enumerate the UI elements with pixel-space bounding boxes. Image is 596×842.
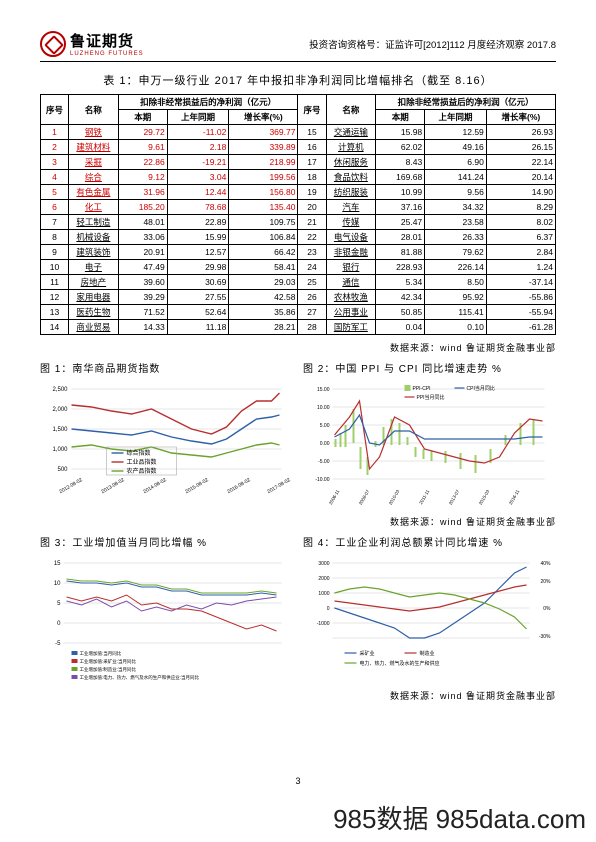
svg-text:-5.00: -5.00 [318, 459, 330, 465]
svg-text:0: 0 [327, 606, 330, 612]
table-row: 2建筑材料9.612.18339.8916计算机62.0249.1626.15 [41, 140, 556, 155]
col-growth2: 增长率(%) [486, 110, 555, 125]
svg-text:40%: 40% [540, 561, 551, 567]
col-prev: 上年同期 [167, 110, 229, 125]
main-table: 序号 名称 扣除非经常损益后的净利润（亿元） 序号 名称 扣除非经常损益后的净利… [40, 94, 556, 335]
svg-text:5.00: 5.00 [320, 423, 330, 429]
svg-text:10.00: 10.00 [317, 405, 330, 411]
svg-text:农产品指数: 农产品指数 [127, 467, 157, 475]
charts12-source: 数据来源：wind 鲁证期货金融事业部 [40, 515, 556, 528]
svg-text:PPI-CPI: PPI-CPI [413, 386, 431, 392]
table-row: 3采掘22.86-19.21218.9917休闲服务8.436.9022.14 [41, 155, 556, 170]
svg-text:1,000: 1,000 [52, 447, 68, 453]
col-prev2: 上年同期 [425, 110, 487, 125]
svg-text:1,500: 1,500 [52, 427, 68, 433]
table-row: 10电子47.4929.9858.4124银行228.93226.141.24 [41, 260, 556, 275]
svg-text:2000: 2000 [318, 576, 329, 582]
page-header: 鲁证期货 LUZHENG FUTURES 投资咨询资格号：证监许可[2012]1… [40, 30, 556, 62]
svg-text:工业增加值:制造业:当月同比: 工业增加值:制造业:当月同比 [80, 666, 137, 673]
svg-text:2017-08-02: 2017-08-02 [266, 477, 291, 495]
chart3: 15 10 5 0 -5 工业增加值:当月同比 工业增加值:采矿业:当月同比 工… [40, 553, 293, 683]
svg-text:500: 500 [57, 467, 68, 473]
svg-text:0%: 0% [543, 606, 551, 612]
chart1-title: 图 1：南华商品期货指数 [40, 360, 293, 375]
table-title: 表 1：申万一级行业 2017 年中报扣非净利润同比增幅排名（截至 8.16） [40, 72, 556, 88]
table-row: 4综合9.123.04199.5618食品饮料169.68141.2420.14 [41, 170, 556, 185]
col-seq2: 序号 [298, 95, 326, 125]
svg-text:2015-08-02: 2015-08-02 [184, 477, 209, 495]
svg-text:0.00: 0.00 [320, 441, 330, 447]
logo-icon [40, 31, 66, 57]
table-row: 8机械设备33.0615.99106.8422电气设备28.0126.336.3… [41, 230, 556, 245]
svg-text:2,500: 2,500 [52, 387, 68, 393]
svg-text:15.00: 15.00 [317, 387, 330, 393]
chart2: 15.00 10.00 5.00 0.00 -5.00 -10.00 [303, 379, 556, 509]
table-source: 数据来源：wind 鲁证期货金融事业部 [40, 341, 556, 354]
svg-text:2014-08-02: 2014-08-02 [142, 477, 167, 495]
table-row: 14商业贸易14.3311.1828.2128国防军工0.040.10-61.2… [41, 320, 556, 335]
svg-text:-1000: -1000 [317, 621, 330, 627]
svg-text:采矿业: 采矿业 [360, 650, 375, 657]
svg-text:工业增加值:当月同比: 工业增加值:当月同比 [80, 650, 122, 657]
col-growth: 增长率(%) [229, 110, 298, 125]
table-row: 6化工185.2078.68135.4020汽车37.1634.328.29 [41, 200, 556, 215]
svg-text:工业增加值:采矿业:当月同比: 工业增加值:采矿业:当月同比 [80, 658, 137, 665]
svg-text:2013-07: 2013-07 [448, 489, 461, 506]
svg-text:2016-08-02: 2016-08-02 [226, 477, 251, 495]
col-cur2: 本期 [376, 110, 425, 125]
svg-text:20%: 20% [540, 579, 551, 585]
table-row: 13医药生物71.5252.6435.8627公用事业50.85115.41-5… [41, 305, 556, 320]
svg-text:2016-11: 2016-11 [508, 489, 521, 506]
table-row: 1钢铁29.72-11.02369.7715交通运输15.9812.5926.9… [41, 125, 556, 140]
svg-text:3000: 3000 [318, 561, 329, 567]
svg-text:电力、热力、燃气及水的生产和供应: 电力、热力、燃气及水的生产和供应 [360, 660, 440, 667]
brand-cn: 鲁证期货 [70, 30, 144, 51]
page-number: 3 [295, 776, 300, 786]
col-seq: 序号 [41, 95, 69, 125]
svg-text:2011-11: 2011-11 [418, 489, 431, 506]
chart3-title: 图 3：工业增加值当月同比增幅 % [40, 534, 293, 549]
svg-text:0: 0 [57, 621, 61, 627]
svg-text:2,000: 2,000 [52, 407, 68, 413]
svg-text:综合指数: 综合指数 [127, 449, 151, 457]
svg-text:CPI当月同比: CPI当月同比 [467, 385, 495, 392]
chart4: 3000 2000 1000 0 -1000 40% 20% 0% -30% 采… [303, 553, 556, 683]
svg-text:2015-03: 2015-03 [478, 489, 491, 506]
col-name: 名称 [69, 95, 119, 125]
svg-text:1000: 1000 [318, 591, 329, 597]
svg-text:-10.00: -10.00 [315, 477, 329, 483]
chart4-title: 图 4：工业企业利润总额累计同比增速 % [303, 534, 556, 549]
svg-text:2008-07: 2008-07 [358, 489, 371, 506]
svg-text:2006-11: 2006-11 [328, 489, 341, 506]
brand-en: LUZHENG FUTURES [70, 51, 144, 57]
svg-text:-5: -5 [55, 641, 61, 647]
col-cur: 本期 [118, 110, 167, 125]
svg-text:工业增加值:电力、热力、燃气及水的生产和供应业:当月同比: 工业增加值:电力、热力、燃气及水的生产和供应业:当月同比 [80, 674, 200, 681]
svg-text:2013-08-02: 2013-08-02 [100, 477, 125, 495]
chart2-title: 图 2：中国 PPI 与 CPI 同比增速走势 % [303, 360, 556, 375]
table-row: 5有色金属31.9612.44156.8019纺织服装10.999.5614.9… [41, 185, 556, 200]
watermark: 985数据 985data.com [333, 799, 586, 836]
svg-text:2010-03: 2010-03 [388, 489, 401, 506]
svg-text:制造业: 制造业 [420, 650, 435, 657]
col-name2: 名称 [326, 95, 376, 125]
table-row: 9建筑装饰20.9112.5766.4223非银金融81.8879.622.84 [41, 245, 556, 260]
table-row: 12家用电器39.2927.5542.5826农林牧渔42.3495.92-55… [41, 290, 556, 305]
group-hdr-left: 扣除非经常损益后的净利润（亿元） [118, 95, 298, 110]
svg-text:工业品指数: 工业品指数 [127, 458, 157, 466]
svg-text:PPI当月同比: PPI当月同比 [417, 394, 445, 401]
table-row: 7轻工制造48.0122.89109.7521传媒25.4723.588.02 [41, 215, 556, 230]
svg-text:2012-08-02: 2012-08-02 [58, 477, 83, 495]
logo: 鲁证期货 LUZHENG FUTURES [40, 30, 144, 57]
group-hdr-right: 扣除非经常损益后的净利润（亿元） [376, 95, 556, 110]
table-row: 11房地产39.6030.6929.0325通信5.348.50-37.14 [41, 275, 556, 290]
svg-text:10: 10 [54, 581, 61, 587]
chart1: 2,500 2,000 1,500 1,000 500 综合指数 工业品指数 农… [40, 379, 293, 509]
svg-text:5: 5 [57, 601, 61, 607]
header-right: 投资咨询资格号：证监许可[2012]112 月度经济观察 2017.8 [309, 37, 556, 51]
svg-text:15: 15 [54, 561, 61, 567]
svg-text:-30%: -30% [539, 634, 551, 640]
charts34-source: 数据来源：wind 鲁证期货金融事业部 [40, 689, 556, 702]
